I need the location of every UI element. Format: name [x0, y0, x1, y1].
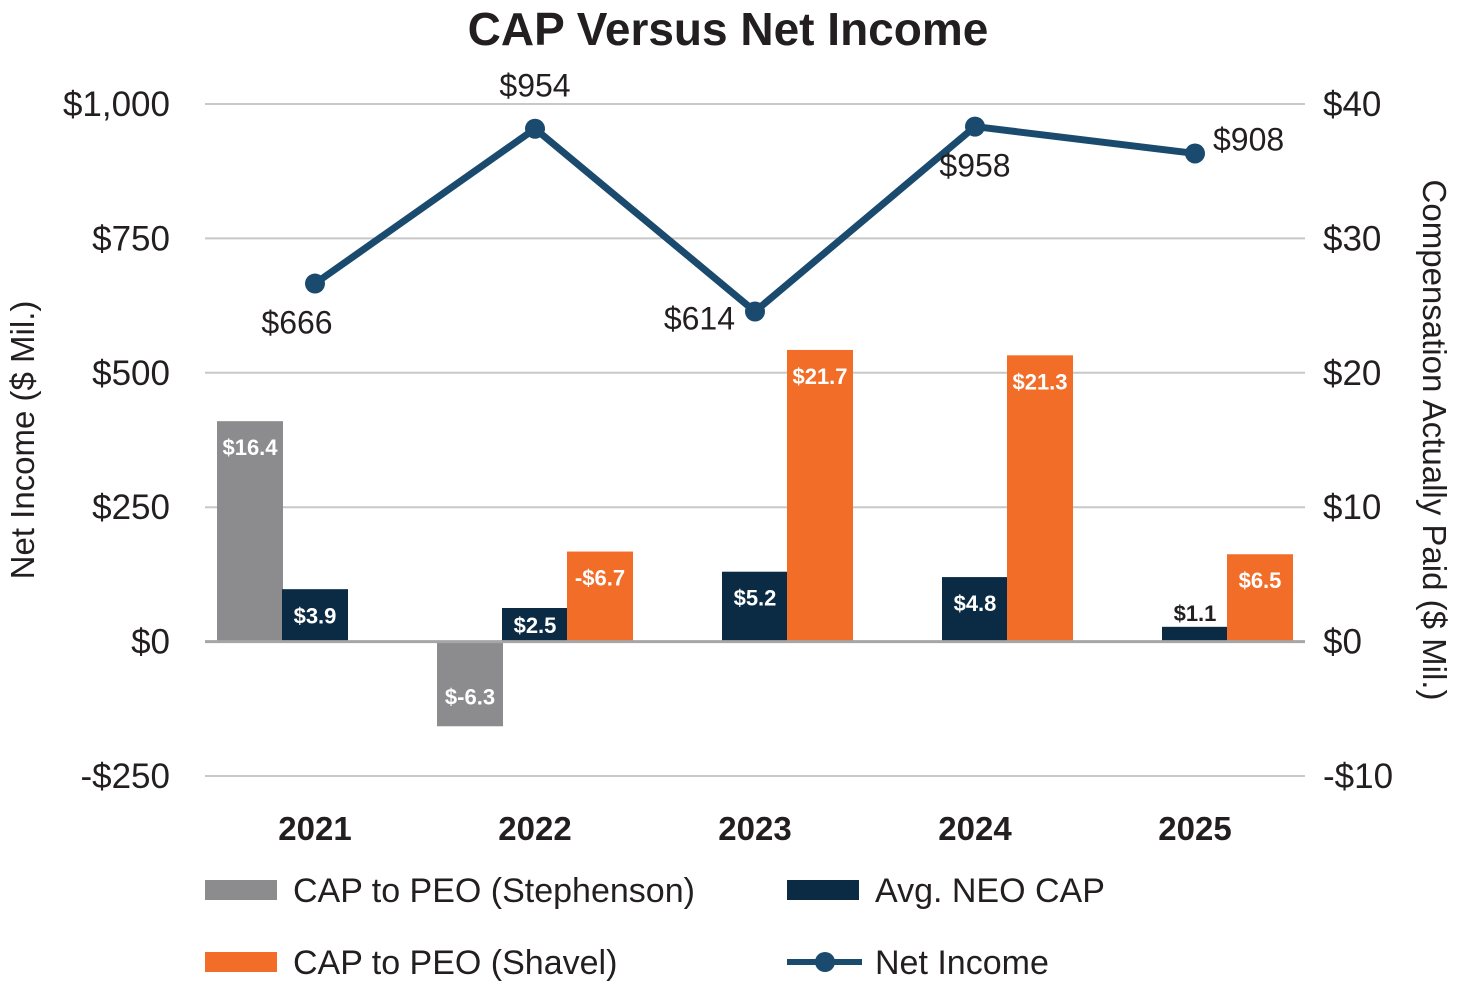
- legend-label: Net Income: [875, 944, 1049, 982]
- bar-data-label: $6.5: [1239, 568, 1282, 593]
- category-label: 2024: [938, 810, 1012, 847]
- right-tick-label: $20: [1323, 354, 1381, 393]
- left-axis: $1,000 $750 $500 $250 $0 -$250: [63, 85, 170, 796]
- legend-item-net-income: Net Income: [787, 944, 1049, 982]
- bar-avg-neo-cap-2023: [722, 571, 788, 642]
- gridlines: [205, 103, 1305, 777]
- net-income-data-label: $614: [664, 301, 735, 337]
- bar-cap-to-peo-shavel-2023: [787, 349, 853, 642]
- net-income-line-path: [312, 123, 1196, 316]
- bar-avg-neo-cap-2025: [1162, 626, 1228, 642]
- left-tick-label: -$250: [80, 757, 170, 796]
- bar-data-label: $-6.3: [445, 684, 495, 709]
- bar-avg-neo-cap-2022: [502, 608, 568, 642]
- category-label: 2021: [278, 810, 351, 847]
- bar-cap-to-peo-stephenson-2022: [437, 641, 503, 727]
- right-tick-label: $10: [1323, 488, 1381, 527]
- category-axis: 2021 2022 2023 2024 2025: [278, 810, 1231, 847]
- net-income-point-2023: [745, 301, 765, 322]
- category-label: 2023: [718, 810, 791, 847]
- chart-title: CAP Versus Net Income: [468, 3, 989, 55]
- left-tick-label: $1,000: [63, 85, 170, 124]
- right-tick-label: $0: [1323, 623, 1362, 662]
- bar-data-label: $16.4: [222, 435, 278, 460]
- bar-data-label: $21.7: [792, 364, 847, 389]
- legend-item-cap-to-peo-stephenson: CAP to PEO (Stephenson): [205, 872, 695, 910]
- bar-data-label: -$6.7: [575, 566, 625, 591]
- net-income-data-label: $958: [939, 148, 1010, 184]
- right-axis: $40 $30 $20 $10 $0 -$10: [1323, 85, 1393, 796]
- net-income-line: $666 $954 $614 $958 $908: [261, 68, 1284, 341]
- right-tick-label: -$10: [1323, 757, 1393, 796]
- bar-data-label: $21.3: [1012, 369, 1067, 394]
- bar-cap-to-peo-shavel-2025: [1227, 554, 1293, 642]
- bar-cap-to-peo-shavel-2022: [567, 551, 633, 642]
- net-income-point-2024: [965, 116, 985, 137]
- left-tick-label: $500: [92, 354, 170, 393]
- net-income-data-label: $666: [261, 305, 332, 341]
- bar-cap-to-peo-stephenson-2021: [217, 421, 283, 642]
- category-label: 2022: [498, 810, 571, 847]
- legend: CAP to PEO (Stephenson) Avg. NEO CAP CAP t…: [205, 872, 1105, 982]
- right-axis-title: Compensation Actually Paid ($ Mil.): [1416, 180, 1453, 701]
- left-tick-label: $0: [131, 623, 170, 662]
- bar-data-label: $3.9: [294, 603, 337, 628]
- right-tick-label: $40: [1323, 85, 1381, 124]
- right-tick-label: $30: [1323, 219, 1381, 258]
- legend-swatch: [787, 880, 859, 900]
- legend-label: CAP to PEO (Shavel): [293, 944, 617, 982]
- bar-avg-neo-cap-2024: [942, 577, 1008, 642]
- bar-labels: $16.4 $-6.3 $3.9 $2.5 $5.2 $4.8 $1.1 -$6.7 $21.7…: [222, 364, 1281, 709]
- legend-marker: [815, 952, 835, 972]
- bar-data-label: $5.2: [734, 586, 777, 611]
- net-income-point-2022: [525, 118, 545, 139]
- left-tick-label: $750: [92, 219, 170, 258]
- legend-label: CAP to PEO (Stephenson): [293, 872, 695, 910]
- legend-item-avg-neo-cap: Avg. NEO CAP: [787, 872, 1105, 910]
- category-label: 2025: [1158, 810, 1231, 847]
- bar-data-label: $1.1: [1174, 601, 1217, 626]
- net-income-point-2021: [305, 273, 325, 294]
- bar-avg-neo-cap-2021: [282, 589, 348, 642]
- legend-item-cap-to-peo-shavel: CAP to PEO (Shavel): [205, 944, 617, 982]
- bars: [217, 349, 1293, 727]
- legend-swatch: [205, 952, 277, 972]
- left-axis-title: Net Income ($ Mil.): [4, 301, 41, 580]
- bar-data-label: $2.5: [514, 613, 557, 638]
- legend-swatch: [205, 880, 277, 900]
- bar-data-label: $4.8: [954, 591, 997, 616]
- net-income-data-label: $908: [1213, 121, 1284, 157]
- left-tick-label: $250: [92, 488, 170, 527]
- bar-cap-to-peo-shavel-2024: [1007, 355, 1073, 642]
- legend-label: Avg. NEO CAP: [875, 872, 1105, 910]
- net-income-data-label: $954: [499, 68, 570, 104]
- net-income-point-2025: [1185, 143, 1205, 164]
